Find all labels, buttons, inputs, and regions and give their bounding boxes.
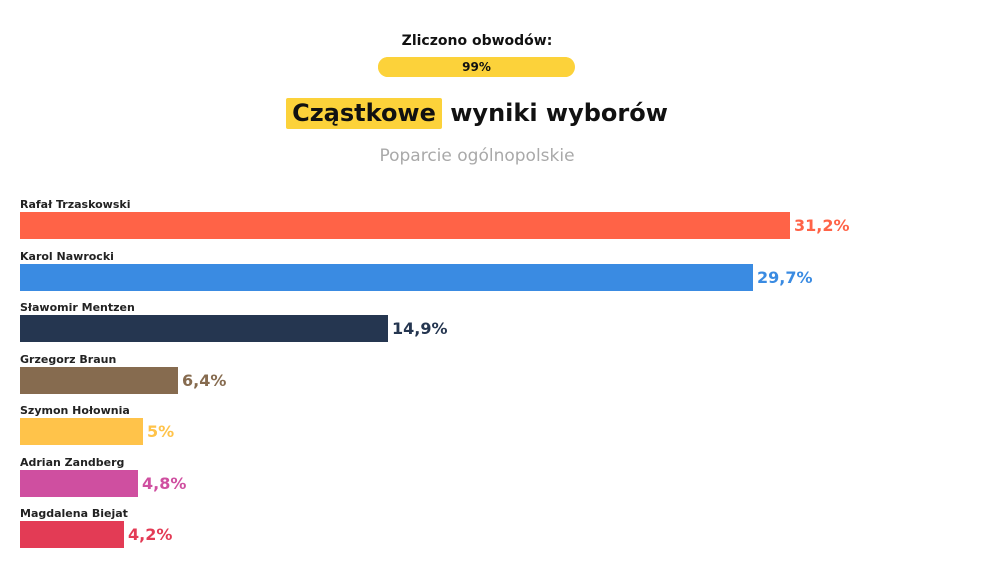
counted-progress-fill [378,57,574,77]
candidate-name: Adrian Zandberg [20,455,125,469]
result-value-label: 5% [147,422,175,441]
candidate-name: Grzegorz Braun [20,352,117,366]
result-bar [20,469,138,497]
candidate-name: Sławomir Mentzen [20,301,135,314]
result-value-label: 31,2% [794,216,850,235]
result-bar [20,212,790,239]
result-bar [20,418,143,445]
chart-title-highlight: Cząstkowe [286,98,442,129]
candidate-name: Magdalena Biejat [20,507,128,520]
result-value-label: 29,7% [757,267,813,287]
result-bar [20,263,753,291]
candidate-name: Rafał Trzaskowski [20,198,131,211]
chart-title-rest: wyniki wyborów [450,99,668,127]
counted-progress-text: 99% [462,60,491,74]
candidate-name: Karol Nawrocki [20,249,114,263]
result-value-label: 4,8% [142,473,187,493]
candidate-name: Szymon Hołownia [20,404,130,417]
result-bar [20,366,178,394]
chart-subtitle: Poparcie ogólnopolskie [379,146,575,166]
result-bar [20,521,124,548]
result-value-label: 4,2% [128,525,173,544]
result-bar [20,315,388,342]
counted-progress-bar: 99% [378,57,575,77]
chart-title: Cząstkowe wyniki wyborów [0,98,954,129]
result-value-label: 6,4% [182,370,227,390]
counted-precincts-label: Zliczono obwodów: [401,33,553,49]
result-value-label: 14,9% [392,319,448,338]
